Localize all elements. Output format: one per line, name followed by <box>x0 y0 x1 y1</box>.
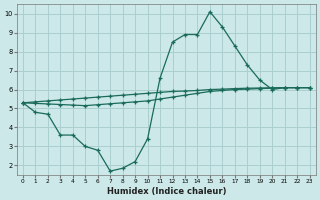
X-axis label: Humidex (Indice chaleur): Humidex (Indice chaleur) <box>107 187 226 196</box>
